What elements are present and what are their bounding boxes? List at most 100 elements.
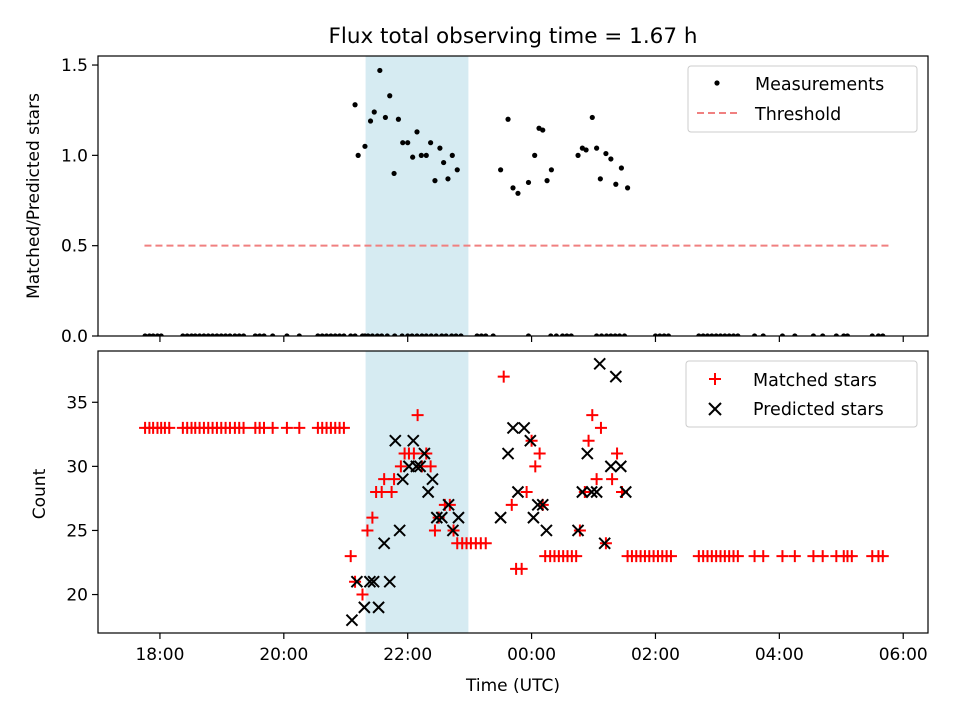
- measurement-point: [657, 333, 663, 336]
- measurement-point: [341, 333, 347, 336]
- measurement-point: [483, 333, 489, 336]
- predicted-star-point: [590, 485, 603, 499]
- legend-bottom: Matched stars Predicted stars: [685, 360, 918, 428]
- measurement-point: [405, 140, 411, 146]
- measurement-point: [332, 333, 338, 336]
- measurement-point: [700, 333, 706, 336]
- x-tick-label: 18:00: [135, 645, 184, 665]
- measurement-point: [735, 333, 741, 336]
- measurement-point: [608, 156, 614, 162]
- predicted-star-point: [619, 485, 632, 499]
- matched-star-point: [611, 447, 624, 460]
- predicted-star-point: [426, 472, 439, 486]
- measurement-point: [296, 333, 302, 336]
- observing-window-top: [365, 56, 469, 336]
- predicted-star-point: [506, 421, 520, 435]
- measurement-point: [432, 178, 438, 184]
- y-tick-label-bottom: 20: [66, 586, 88, 606]
- measurement-point: [665, 333, 672, 336]
- matched-star-point: [428, 524, 441, 537]
- measurement-point: [365, 333, 371, 336]
- matched-star-point: [505, 498, 518, 511]
- legend-marker-measurements: [714, 80, 720, 86]
- matched-star-point: [731, 550, 744, 563]
- predicted-star-point: [389, 434, 402, 447]
- measurement-point: [722, 333, 728, 336]
- measurement-point: [419, 333, 425, 336]
- predicted-star-point: [435, 511, 448, 524]
- legend-marker-predicted: [708, 402, 722, 416]
- measurement-point: [441, 159, 447, 166]
- predicted-star-point: [609, 370, 623, 383]
- matched-star-point: [497, 370, 510, 383]
- predicted-star-point: [540, 524, 553, 537]
- measurement-point: [437, 145, 443, 151]
- predicted-star-point: [350, 575, 364, 588]
- measurement-point: [589, 114, 595, 121]
- measurement-point: [382, 114, 389, 121]
- predicted-star-point: [418, 447, 431, 460]
- measurement-point: [387, 93, 393, 99]
- predicted-star-point: [527, 511, 540, 524]
- y-tick-label-bottom: 35: [66, 393, 88, 413]
- matched-star-point: [388, 473, 401, 486]
- predicted-star-point: [421, 485, 435, 499]
- predicted-star-point: [407, 434, 420, 447]
- measurement-point: [810, 333, 817, 336]
- measurement-point: [510, 185, 516, 191]
- matched-star-point: [529, 460, 542, 473]
- matched-star-point: [578, 486, 591, 498]
- matched-star-point: [590, 473, 603, 486]
- matched-star-point: [757, 550, 770, 563]
- chart-title: Flux total observing time = 1.67 h: [329, 24, 698, 49]
- measurement-point: [433, 333, 439, 336]
- measurement-point: [261, 333, 267, 336]
- predicted-star-point: [501, 447, 515, 460]
- measurement-point: [709, 333, 715, 336]
- measurement-point: [395, 116, 402, 122]
- predicted-star-point: [345, 613, 359, 627]
- measurement-point: [568, 333, 574, 336]
- matched-star-point: [816, 550, 829, 563]
- predicted-star-point: [585, 485, 598, 499]
- legend-box-bottom: [685, 360, 918, 428]
- legend-label-measurements: Measurements: [755, 75, 884, 95]
- matched-star-point: [845, 550, 858, 563]
- matched-star-point: [349, 575, 362, 588]
- matched-star-point: [385, 486, 398, 498]
- measurement-point: [284, 333, 290, 336]
- measurement-point: [423, 152, 429, 158]
- measurement-point: [869, 333, 875, 336]
- legend-label-predicted: Predicted stars: [753, 400, 884, 420]
- matched-star-point: [424, 460, 437, 473]
- measurement-point: [391, 170, 397, 177]
- predicted-star-point: [358, 601, 371, 614]
- measurement-point: [384, 333, 390, 336]
- measurement-point: [449, 152, 455, 158]
- x-axis-label: Time (UTC): [465, 676, 560, 696]
- measurement-point: [553, 333, 559, 336]
- measurement-point: [336, 333, 343, 336]
- y-tick-label-bottom: 30: [66, 457, 88, 477]
- measurement-point: [414, 333, 420, 336]
- measurement-point: [377, 67, 383, 74]
- measurement-point: [575, 152, 581, 158]
- predicted-star-point: [413, 460, 427, 473]
- measurement-point: [454, 167, 460, 173]
- matched-star-point: [420, 447, 433, 460]
- predicted-star-point: [517, 421, 531, 435]
- measurement-point: [410, 154, 416, 160]
- y-axis-label-top: Matched/Predicted stars: [24, 93, 44, 299]
- measurement-point: [362, 143, 368, 149]
- measurement-point: [704, 333, 711, 336]
- measurement-point: [613, 181, 619, 187]
- measurement-point: [661, 333, 667, 336]
- measurement-point: [612, 333, 618, 336]
- x-tick-label: 22:00: [383, 645, 432, 665]
- measurement-point: [423, 333, 429, 336]
- measurement-point: [405, 333, 411, 336]
- y-tick-label-bottom: 25: [66, 521, 88, 541]
- measurement-point: [490, 333, 496, 336]
- y-axis-label-bottom: Count: [30, 468, 50, 519]
